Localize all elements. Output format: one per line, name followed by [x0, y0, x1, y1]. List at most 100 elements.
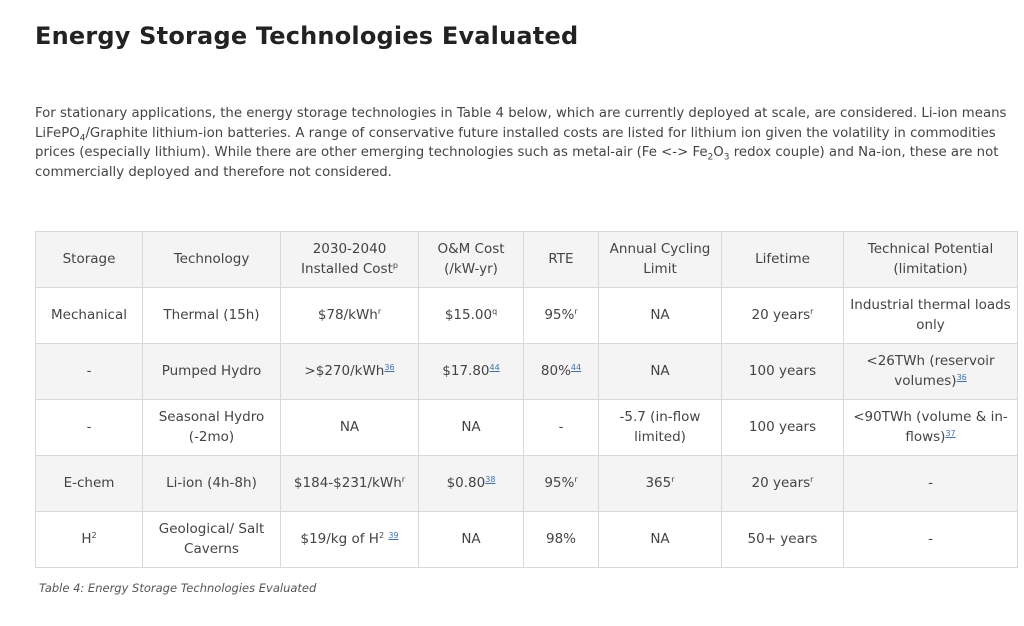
table-caption: Table 4: Energy Storage Technologies Eva…	[39, 581, 317, 595]
footnote-link[interactable]: 44	[570, 362, 582, 372]
table-cell: $19/kg of H2 39	[280, 511, 419, 568]
footnote-link[interactable]: 38	[485, 474, 496, 484]
cell-text: E-chem	[63, 474, 115, 491]
table-cell: -5.7 (in-flow limited)	[598, 399, 722, 456]
footnote-link[interactable]: 36	[956, 372, 967, 382]
footnote-marker: 2	[91, 530, 97, 540]
cell-text: 20 years	[751, 306, 811, 323]
footnote-marker: r	[810, 474, 814, 484]
table-cell: Geological/ Salt Caverns	[142, 511, 281, 568]
cell-text: Li-ion (4h-8h)	[166, 474, 257, 491]
intro-text: redox couple) and Na-ion, these are not …	[35, 145, 999, 180]
storage-technologies-table: Storage Technology 2030-2040 Installed Cos…	[35, 231, 1018, 568]
cell-text: Pumped Hydro	[161, 362, 262, 379]
cell-text: 50+ years	[747, 530, 818, 547]
cell-text: $15.00	[444, 306, 493, 323]
cell-text: Storage	[62, 250, 116, 267]
table-cell: -	[523, 399, 599, 456]
cell-text: 100 years	[748, 418, 817, 435]
table-row: H2 Geological/ Salt Caverns $19/kg of H2 3…	[35, 511, 1018, 568]
table-cell: 20 yearsr	[721, 287, 844, 344]
column-header: Storage	[35, 231, 143, 288]
cell-text: -	[928, 474, 933, 491]
table-cell: 98%	[523, 511, 599, 568]
table-cell: Mechanical	[35, 287, 143, 344]
table-cell: NA	[598, 343, 722, 400]
cell-text: -	[86, 418, 92, 435]
table-cell: 95%r	[523, 455, 599, 512]
cell-text: 365	[645, 474, 672, 491]
cell-text: 98%	[545, 530, 576, 547]
table-row: E-chem Li-ion (4h-8h) $184-$231/kWhr $0.803…	[35, 455, 1018, 512]
table-cell: Li-ion (4h-8h)	[142, 455, 281, 512]
column-header: 2030-2040 Installed Costp	[280, 231, 419, 288]
cell-text: -5.7 (in-flow limited)	[619, 409, 701, 445]
table-cell: -	[35, 399, 143, 456]
footnote-link[interactable]: 39	[388, 530, 399, 540]
cell-text: $78/kWh	[317, 306, 378, 323]
table-cell: 80%44	[523, 343, 599, 400]
table-cell: NA	[418, 399, 524, 456]
page-title: Energy Storage Technologies Evaluated	[35, 22, 579, 50]
footnote-marker: r	[574, 306, 578, 316]
table-cell: NA	[280, 399, 419, 456]
subscript: 3	[723, 152, 730, 163]
footnote-marker: p	[392, 260, 398, 270]
table-cell: Pumped Hydro	[142, 343, 281, 400]
footnote-marker: r	[574, 474, 578, 484]
table-cell: 95%r	[523, 287, 599, 344]
cell-text: 80%	[540, 362, 571, 379]
column-header: RTE	[523, 231, 599, 288]
cell-text: Industrial thermal loads only	[850, 297, 1011, 333]
cell-text: NA	[650, 530, 670, 547]
cell-text: $0.80	[446, 474, 486, 491]
subscript: 4	[79, 133, 86, 144]
table-cell: $0.8038	[418, 455, 524, 512]
cell-text: <26TWh (reservoir volumes)	[866, 353, 995, 389]
footnote-marker: 2	[378, 530, 385, 540]
footnote-marker: r	[401, 474, 406, 484]
footnote-marker: r	[377, 306, 382, 316]
cell-text: Seasonal Hydro (-2mo)	[158, 409, 265, 445]
table-cell: E-chem	[35, 455, 143, 512]
cell-text: NA	[650, 306, 670, 323]
footnote-link[interactable]: 44	[489, 362, 500, 372]
subscript: 2	[707, 152, 714, 163]
table-cell: NA	[598, 287, 722, 344]
cell-text: 95%	[544, 306, 575, 323]
cell-text: NA	[461, 418, 481, 435]
footnote-link[interactable]: 37	[945, 428, 956, 438]
cell-text: Technical Potential (limitation)	[867, 241, 994, 277]
table-cell: <90TWh (volume & in-flows)37	[843, 399, 1018, 456]
footnote-link[interactable]: 36	[384, 362, 395, 372]
footnote-marker: r	[671, 474, 675, 484]
intro-text: /Graphite lithium-ion batteries. A range…	[35, 125, 996, 161]
cell-text: $19/kg of H	[300, 530, 379, 547]
table-cell: Industrial thermal loads only	[843, 287, 1018, 344]
cell-text: $17.80	[442, 362, 490, 379]
column-header: Annual Cycling Limit	[598, 231, 722, 288]
table-cell: $17.8044	[418, 343, 524, 400]
table-cell: 100 years	[721, 399, 844, 456]
table-row: - Pumped Hydro >$270/kWh36 $17.8044 80%44 NA 1…	[35, 343, 1018, 400]
table-cell: 50+ years	[721, 511, 844, 568]
cell-text: RTE	[548, 250, 574, 267]
cell-text: H	[81, 530, 92, 547]
table-cell: $184-$231/kWhr	[280, 455, 419, 512]
footnote-marker: r	[810, 306, 814, 316]
column-header: O&M Cost (/kW-yr)	[418, 231, 524, 288]
cell-text: NA	[650, 362, 670, 379]
table-cell: 100 years	[721, 343, 844, 400]
cell-text: 95%	[544, 474, 575, 491]
cell-text: <90TWh (volume & in-flows)	[853, 409, 1008, 445]
cell-text: 2030-2040 Installed Cost	[301, 241, 393, 277]
cell-text: Annual Cycling Limit	[609, 241, 711, 277]
cell-text: O&M Cost (/kW-yr)	[437, 241, 505, 277]
table-cell: NA	[418, 511, 524, 568]
cell-text: 100 years	[748, 362, 817, 379]
table-row: Mechanical Thermal (15h) $78/kWhr $15.00q 95…	[35, 287, 1018, 344]
table-row: - Seasonal Hydro (-2mo) NA NA - -5.7 (in-flow…	[35, 399, 1018, 456]
cell-text: Mechanical	[51, 306, 127, 323]
cell-text: -	[558, 418, 564, 435]
intro-text: O	[713, 145, 724, 160]
